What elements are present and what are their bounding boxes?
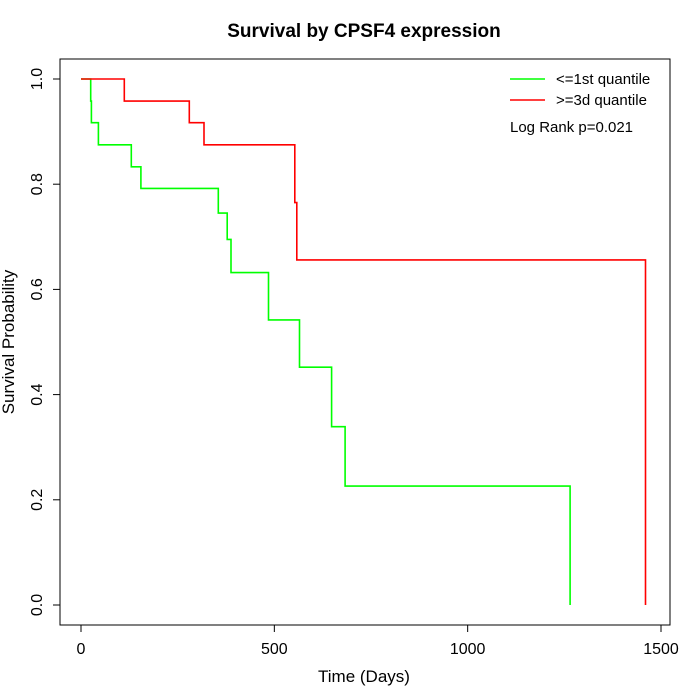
series-line-high-quantile	[81, 78, 647, 605]
y-tick-label: 0.8	[29, 173, 46, 195]
x-tick-label: 500	[261, 641, 288, 658]
x-tick-label: 1000	[450, 641, 486, 658]
x-tick-label: 0	[77, 641, 86, 658]
y-axis-label: Survival Probability	[0, 269, 18, 414]
series-layer	[81, 78, 647, 605]
chart-title: Survival by CPSF4 expression	[227, 21, 501, 42]
legend: <=1st quantile >=3d quantile Log Rank p=…	[510, 71, 650, 136]
x-axis: 0 500 1000 1500	[77, 624, 679, 658]
x-tick-label: 1500	[643, 641, 679, 658]
logrank-annotation: Log Rank p=0.021	[510, 119, 633, 136]
y-tick-label: 0.4	[29, 383, 46, 405]
y-tick-label: 0.6	[29, 278, 46, 300]
y-axis: 0.0 0.2 0.4 0.6 0.8 1.0	[29, 68, 61, 616]
legend-label-low: <=1st quantile	[556, 71, 650, 88]
y-tick-label: 0.2	[29, 489, 46, 511]
y-tick-label: 0.0	[29, 594, 46, 616]
x-axis-label: Time (Days)	[318, 667, 410, 686]
series-line-low-quantile	[81, 78, 571, 605]
y-tick-label: 1.0	[29, 68, 46, 90]
legend-label-high: >=3d quantile	[556, 92, 647, 109]
